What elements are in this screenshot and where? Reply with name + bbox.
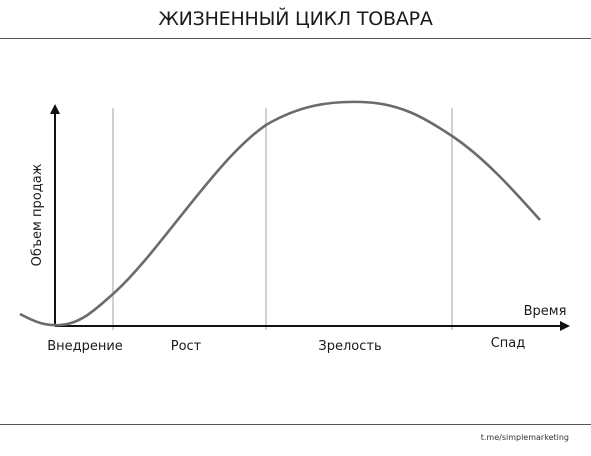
credit-text: t.me/simplemarketing <box>480 433 569 442</box>
stage-label-growth: Рост <box>171 339 202 354</box>
stage-label-maturity: Зрелость <box>318 339 381 354</box>
top-divider <box>0 38 591 39</box>
diagram-title: ЖИЗНЕННЫЙ ЦИКЛ ТОВАРА <box>158 8 433 30</box>
x-axis-label: Время <box>524 304 567 319</box>
stage-label-introduction: Внедрение <box>47 339 123 354</box>
stage-label-decline: Спад <box>491 336 526 351</box>
life-cycle-curve <box>19 100 541 327</box>
y-axis-label: Объем продаж <box>30 163 45 266</box>
bottom-divider <box>0 424 591 425</box>
